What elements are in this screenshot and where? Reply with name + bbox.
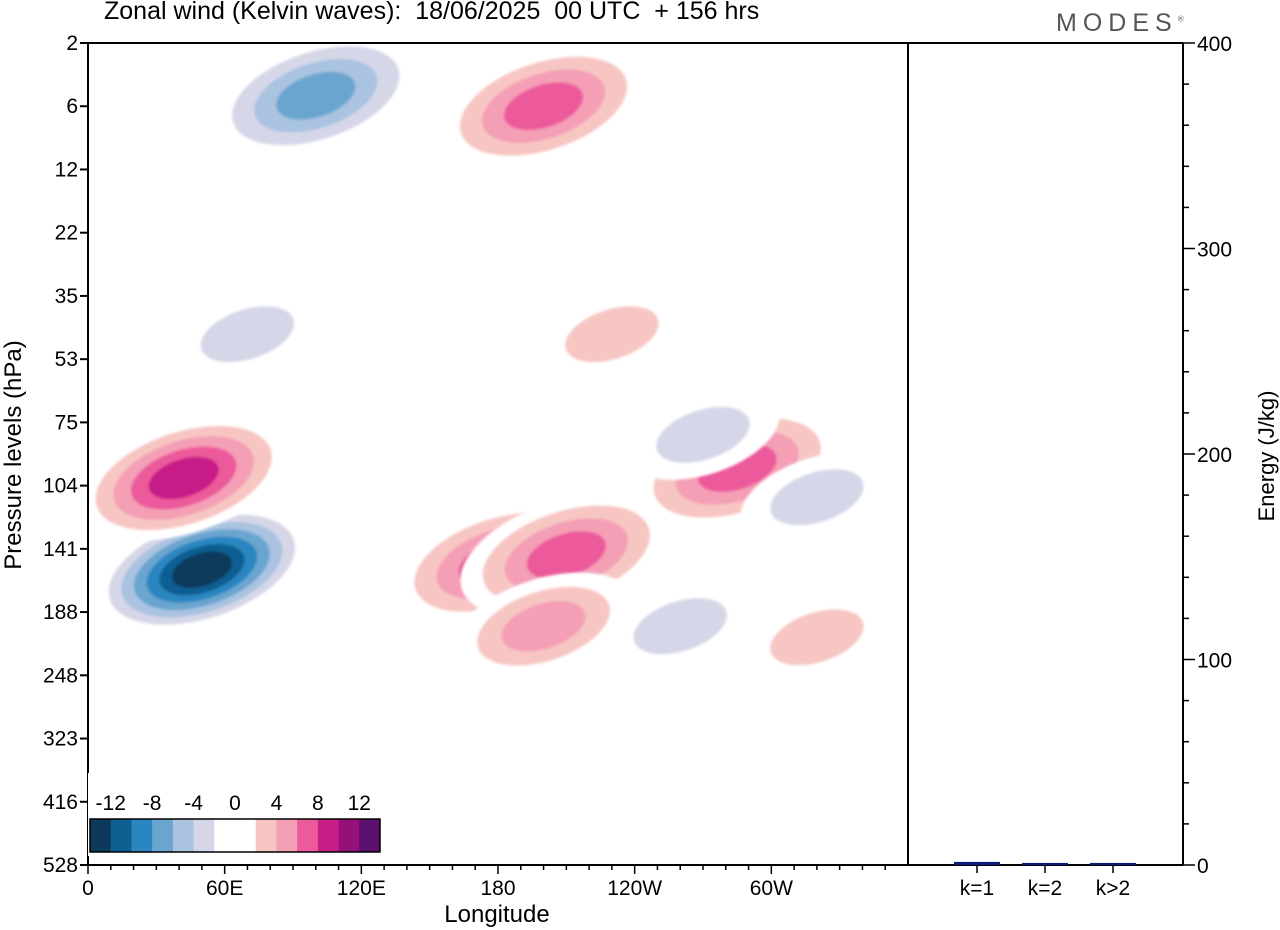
energy-bar-label: k=2 (1028, 877, 1062, 900)
colorbar-swatch (317, 819, 339, 852)
y-tick-label: 22 (55, 222, 78, 245)
colorbar-label: -4 (184, 792, 203, 815)
anomaly-6 (209, 43, 422, 159)
y-tick-label: 35 (55, 285, 78, 308)
anomaly-8 (626, 389, 780, 480)
energy-bar-label: k>2 (1096, 877, 1130, 900)
y-tick-label: 248 (43, 664, 78, 687)
contour-level (770, 469, 864, 526)
y-tick-label: 528 (43, 854, 78, 877)
y-tick-label: 104 (43, 475, 78, 498)
energy-bar (1022, 862, 1068, 865)
x-tick-label: 120E (337, 877, 386, 900)
contour-level (148, 456, 219, 500)
x-tick-label: 0 (82, 877, 94, 900)
chart-title: Zonal wind (Kelvin waves): 18/06/2025 00… (104, 0, 760, 25)
colorbar-swatch (214, 819, 236, 852)
contour-level (276, 71, 356, 120)
colorbar-swatch (338, 819, 360, 852)
anomaly-11 (171, 289, 324, 380)
energy-bar-label: k=1 (960, 877, 994, 900)
contour-level (526, 531, 606, 579)
anomaly-7 (437, 43, 650, 169)
colorbar: -12 -8 -4 0 4 8 12 (88, 773, 384, 856)
x-tick-label: 120W (607, 877, 662, 900)
anomaly-13 (740, 592, 894, 683)
x-tick-label: 60E (206, 877, 243, 900)
colorbar-swatch (131, 819, 153, 852)
colorbar-label: 12 (348, 792, 371, 815)
colorbar-swatch (297, 819, 319, 852)
y-tick-label: 188 (43, 601, 78, 624)
colorbar-label: -8 (143, 792, 162, 815)
x-tick-label: 180 (480, 877, 515, 900)
energy-axis-label: Energy (J/kg) (1254, 391, 1279, 522)
y-tick-label: 2 (66, 32, 78, 55)
energy-axis: 0 100 200 300 400 (1183, 33, 1232, 878)
contour-level (171, 551, 232, 588)
energy-tick-label: 0 (1197, 855, 1209, 878)
colorbar-swatch (255, 819, 277, 852)
anomaly-9 (740, 452, 894, 543)
modes-logo: MODES® (1056, 9, 1184, 37)
y-tick-label: 75 (55, 411, 78, 434)
anomaly-1 (88, 415, 290, 541)
energy-tick-label: 400 (1197, 33, 1232, 56)
colorbar-swatch (152, 819, 174, 852)
anomaly-4 (452, 572, 635, 680)
colorbar-label: -12 (96, 792, 126, 815)
y-tick-label: 12 (55, 158, 78, 181)
pressure-axis: 2 6 12 22 35 53 75 104 141 188 248 323 416 528 (43, 32, 88, 877)
y-tick-label: 416 (43, 791, 78, 814)
contour-level (200, 306, 295, 363)
x-tick-label: 60W (750, 877, 793, 900)
contour-level (501, 600, 586, 652)
colorbar-swatch (193, 819, 215, 852)
colorbar-swatch (359, 819, 381, 852)
contour-field (88, 43, 894, 683)
energy-bar (1090, 862, 1136, 865)
anomaly-10 (603, 581, 757, 672)
contour-level (565, 306, 659, 363)
colorbar-swatch (235, 819, 257, 852)
colorbar-swatch (172, 819, 194, 852)
y-tick-label: 6 (66, 95, 78, 118)
colorbar-frame (89, 818, 381, 853)
contour-level (633, 598, 727, 655)
y-tick-label: 323 (43, 728, 78, 751)
y-axis-label: Pressure levels (hPa) (0, 340, 27, 569)
colorbar-label: 0 (229, 792, 241, 815)
energy-tick-label: 300 (1197, 239, 1232, 262)
energy-bars: k=1 k=2 k>2 (954, 861, 1136, 900)
energy-tick-label: 100 (1197, 650, 1232, 673)
y-tick-label: 141 (43, 538, 78, 561)
anomaly-12 (535, 289, 689, 380)
contour-level (770, 609, 864, 666)
energy-tick-label: 200 (1197, 444, 1232, 467)
colorbar-swatch (90, 819, 112, 852)
energy-bar (954, 861, 1000, 865)
contour-level (656, 406, 750, 463)
longitude-axis: 0 60E 120E 180 120W 60W (82, 865, 886, 900)
colorbar-swatch (110, 819, 132, 852)
colorbar-swatch (276, 819, 298, 852)
colorbar-label: 4 (271, 792, 283, 815)
y-tick-label: 53 (55, 348, 78, 371)
contour-level (504, 82, 584, 131)
x-axis-label: Longitude (444, 901, 549, 928)
colorbar-label: 8 (312, 792, 324, 815)
